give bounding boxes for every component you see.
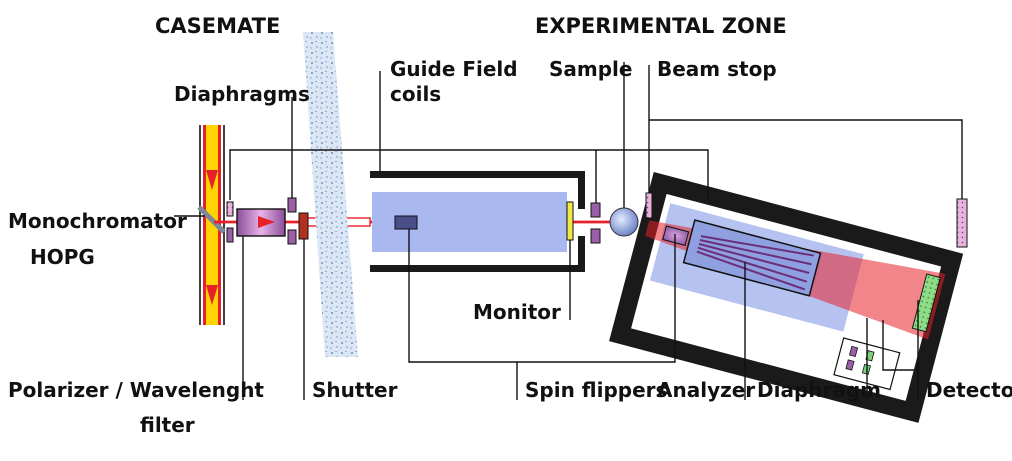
polarizer-label: Polarizer / Wavelenght <box>8 378 264 402</box>
monochromator-label: Monochromator <box>8 209 187 233</box>
monochromator-crystal <box>197 205 226 234</box>
monitor-label: Monitor <box>473 300 561 324</box>
casemate-title: CASEMATE <box>155 14 280 38</box>
leader-lines <box>174 62 963 400</box>
detector-label: Detector <box>926 378 1012 402</box>
spin-flippers-label: Spin flippers <box>525 378 667 402</box>
monitor-element <box>566 201 574 241</box>
beam-stop-element <box>645 192 653 219</box>
shutter-label: Shutter <box>312 378 398 402</box>
incident-beam <box>199 125 225 325</box>
diaphragm-label: Diaphragm <box>757 378 881 402</box>
first-diaphragm <box>226 201 234 243</box>
shutter-block <box>298 212 309 240</box>
polarizer-label-line2: filter <box>140 413 195 437</box>
beam-stop-label: Beam stop <box>657 57 777 81</box>
analyzer-label: Analyzer <box>657 378 755 402</box>
polarizer-filter <box>236 208 286 237</box>
experimental-zone-title: EXPERIMENTAL ZONE <box>535 14 787 38</box>
diaphragms-label: Diaphragms <box>174 82 310 106</box>
guide-field-coils <box>370 171 585 272</box>
guide-field-label-line2: coils <box>390 82 441 106</box>
beam-stop-outer <box>956 198 968 248</box>
sample-label: Sample <box>549 57 632 81</box>
monochromator-label-line2: HOPG <box>30 245 95 269</box>
guide-field-label: Guide Field <box>390 57 518 81</box>
casemate-wall <box>303 32 358 357</box>
sample-sphere <box>609 207 639 237</box>
